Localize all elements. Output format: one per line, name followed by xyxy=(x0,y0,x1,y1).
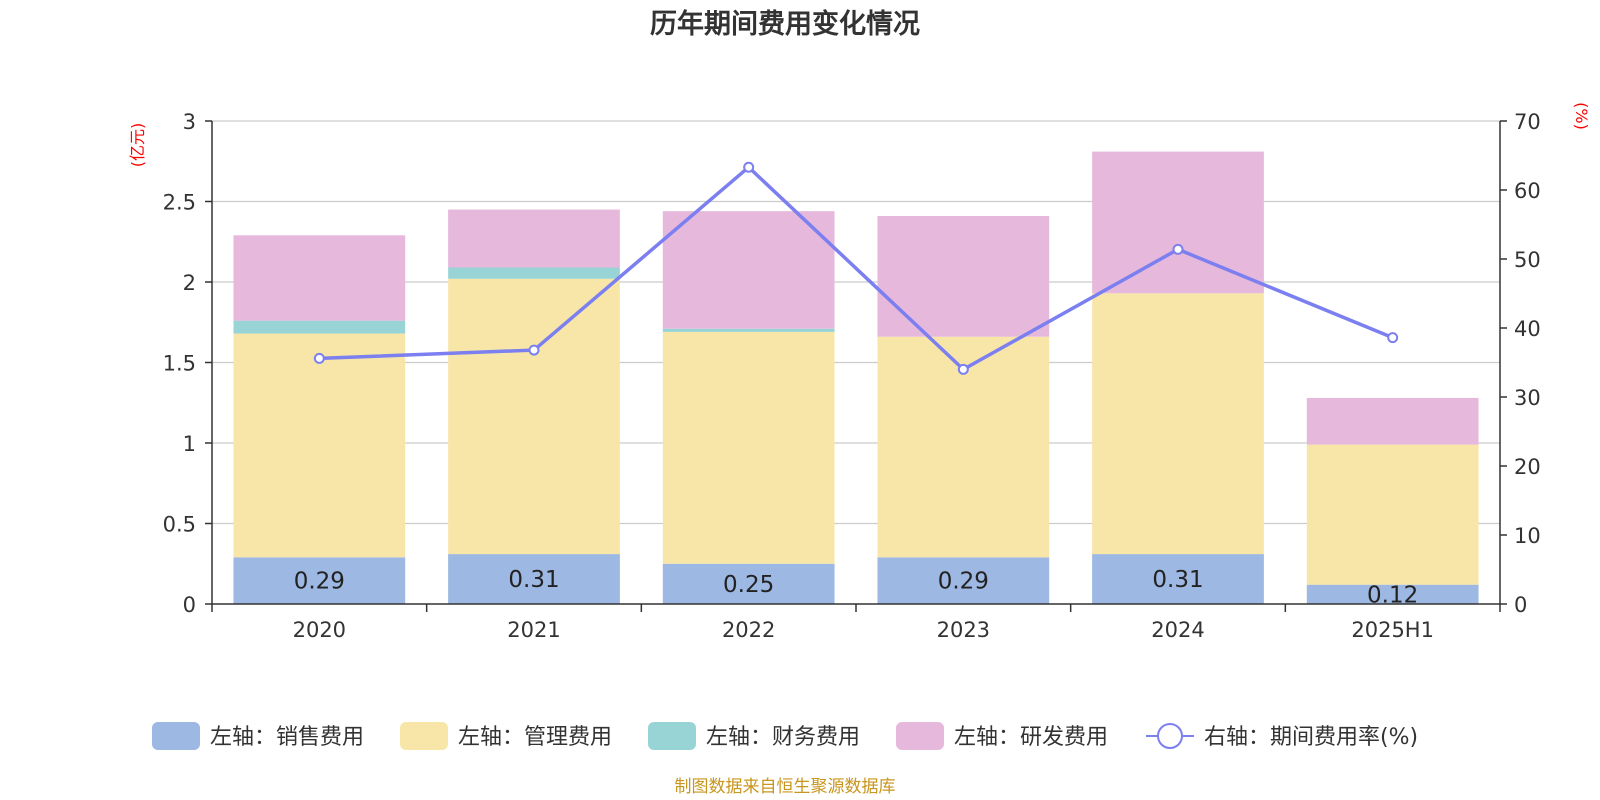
rate-point xyxy=(528,344,540,356)
x-axis-tick-label: 2024 xyxy=(1151,618,1204,642)
gridlines xyxy=(212,120,1500,525)
left-axis-tick-label: 1.5 xyxy=(163,352,196,376)
left-axis-tick-label: 2.5 xyxy=(163,191,196,215)
bar-value-label: 0.29 xyxy=(294,569,345,595)
bar-value-label: 0.31 xyxy=(508,567,559,593)
left-axis-tick-label: 0 xyxy=(183,593,196,617)
left-axis-unit: (亿元) xyxy=(128,123,147,168)
bar xyxy=(448,554,620,604)
bar-series xyxy=(233,151,1479,604)
legend-label: 左轴：财务费用 xyxy=(706,725,860,750)
legend-label: 左轴：销售费用 xyxy=(210,725,364,750)
right-axis-tick-label: 60 xyxy=(1514,179,1541,203)
right-axis-tick-label: 0 xyxy=(1514,593,1527,617)
bar xyxy=(877,557,1050,604)
chart-title: 历年期间费用变化情况 xyxy=(650,8,920,40)
right-axis-tick-label: 70 xyxy=(1514,110,1541,134)
bar xyxy=(662,328,835,332)
bar xyxy=(662,331,835,564)
bar xyxy=(448,278,620,555)
legend-swatch xyxy=(648,722,696,750)
rate-point xyxy=(313,352,325,364)
rate-line xyxy=(319,164,1394,372)
bar-value-label: 0.12 xyxy=(1367,582,1418,608)
left-axis-tick-label: 3 xyxy=(183,110,196,134)
bar xyxy=(233,235,406,321)
rate-point xyxy=(743,161,755,173)
bar xyxy=(233,333,406,558)
bar xyxy=(233,557,406,604)
left-axis-tick-label: 2 xyxy=(183,271,196,295)
bar xyxy=(662,563,835,604)
right-axis-tick-label: 10 xyxy=(1514,524,1541,548)
bar xyxy=(1092,151,1264,294)
bar xyxy=(1306,584,1479,604)
right-axis-tick-label: 30 xyxy=(1514,386,1541,410)
legend-swatch xyxy=(400,722,448,750)
rate-point xyxy=(957,363,969,375)
left-axis-tick-label: 1 xyxy=(183,432,196,456)
legend-label: 右轴：期间费用率(%) xyxy=(1204,725,1418,750)
source-note: 制图数据来自恒生聚源数据库 xyxy=(675,777,896,797)
bar-value-label: 0.31 xyxy=(1152,567,1203,593)
legend-label: 左轴：研发费用 xyxy=(954,725,1108,750)
bar-value-labels: 0.29 0.31 0.25 0.29 0.31 0.12 xyxy=(294,567,1419,608)
x-axis-tick-label: 2025H1 xyxy=(1351,618,1434,642)
bar xyxy=(877,215,1050,337)
bar xyxy=(1092,554,1264,604)
x-axis-tick-label: 2020 xyxy=(293,618,346,642)
x-axis-tick-label: 2022 xyxy=(722,618,775,642)
bar xyxy=(448,267,620,279)
bar xyxy=(1306,444,1479,585)
bar-value-label: 0.29 xyxy=(938,569,989,595)
rate-point xyxy=(1387,332,1399,344)
bar-value-label: 0.25 xyxy=(723,572,774,598)
bar xyxy=(1306,397,1479,445)
legend-swatch xyxy=(896,722,944,750)
right-axis-tick-label: 40 xyxy=(1514,317,1541,341)
right-axis-tick-label: 50 xyxy=(1514,248,1541,272)
bar xyxy=(233,320,406,334)
right-axis-tick-label: 20 xyxy=(1514,455,1541,479)
left-axis-tick-label: 0.5 xyxy=(163,513,196,537)
legend-circle-marker xyxy=(1157,723,1183,749)
bar xyxy=(662,211,835,329)
x-axis-tick-label: 2023 xyxy=(937,618,990,642)
right-axis-unit: (%) xyxy=(1572,102,1591,130)
rate-point xyxy=(1172,243,1184,255)
legend-label: 左轴：管理费用 xyxy=(458,725,612,750)
rate-line-series xyxy=(313,161,1399,375)
legend: 左轴：销售费用 左轴：管理费用 左轴：财务费用 左轴：研发费用 右轴：期间费用率(%) xyxy=(152,722,1418,750)
legend-swatch xyxy=(152,722,200,750)
x-axis-tick-label: 2021 xyxy=(507,618,560,642)
bar xyxy=(448,209,620,268)
bar xyxy=(1092,293,1264,555)
